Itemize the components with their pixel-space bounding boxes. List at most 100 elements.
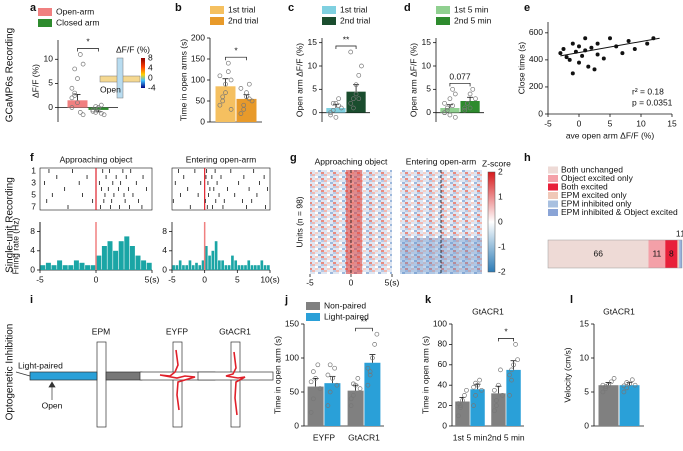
histogram-bar <box>182 265 185 270</box>
histogram-bar <box>191 265 195 270</box>
data-point <box>456 401 461 406</box>
legend-swatch <box>548 200 558 208</box>
histogram-bar <box>40 265 46 270</box>
significance-bracket <box>77 48 99 52</box>
data-point <box>507 372 512 378</box>
histogram-bar <box>224 265 228 270</box>
panel-letter: k <box>425 294 432 306</box>
data-point <box>629 377 635 383</box>
raster-frame <box>171 167 271 211</box>
data-point <box>325 372 331 378</box>
data-point <box>238 111 244 116</box>
x-tick-label: -5 <box>168 274 176 284</box>
x-tick-label: 5 <box>608 118 613 128</box>
significance-label: 0.077 <box>449 72 471 82</box>
histogram-bar <box>237 265 241 270</box>
legend-label: 2nd trial <box>228 15 258 25</box>
y-tick-label: 200 <box>191 32 205 42</box>
histogram-bar <box>178 260 182 270</box>
y-tick-label: 0 <box>294 420 299 430</box>
data-point <box>442 110 447 116</box>
histogram-bar <box>240 265 244 270</box>
histogram-bar <box>141 260 147 270</box>
data-point <box>93 104 99 109</box>
legend-swatch <box>322 17 336 25</box>
chart-title: Approaching object <box>60 154 133 164</box>
data-point <box>509 377 514 383</box>
x-tick-label: 10 <box>636 118 646 128</box>
x-tick-label: 2nd 5 min <box>487 432 525 442</box>
data-point <box>327 389 333 395</box>
y-tick-label: 4 <box>162 245 167 255</box>
data-point <box>246 96 252 102</box>
data-point <box>462 107 468 113</box>
data-point <box>595 52 600 57</box>
y-axis-label: Open arm ΔF/F (%) <box>408 43 418 117</box>
diagram-title: EYFP <box>166 326 189 336</box>
data-point <box>444 105 450 111</box>
histogram-bar <box>263 265 267 270</box>
data-point <box>96 106 101 112</box>
y-axis-label: Time in open arm (s) <box>420 336 430 414</box>
y-tick-label: 10 <box>422 60 432 70</box>
significance-label: ** <box>343 34 350 44</box>
data-point <box>632 382 638 388</box>
data-point <box>372 342 377 347</box>
data-point <box>330 107 336 113</box>
data-point <box>645 41 650 46</box>
y-tick-label: 150 <box>285 318 299 328</box>
data-point <box>621 383 627 389</box>
data-point <box>467 105 473 111</box>
heatmap-title: Entering open-arm <box>406 156 476 166</box>
legend-swatch <box>548 192 558 199</box>
y-tick-label: 60 <box>438 359 448 369</box>
y-tick-label: 8 <box>162 226 167 236</box>
data-point <box>601 56 606 61</box>
histogram-bar <box>107 241 113 270</box>
y-tick-label: 100 <box>191 74 205 84</box>
colorbar-label: Z-score <box>482 158 511 168</box>
data-label: 66 <box>594 248 604 258</box>
legend-label: 2nd 5 min <box>454 15 492 25</box>
colorbar-label: ΔF/F (%) <box>116 44 150 54</box>
data-point <box>351 105 356 111</box>
significance-bracket <box>225 56 247 61</box>
y-tick-label: 600 <box>529 27 543 37</box>
data-point <box>223 90 228 95</box>
bar-segment <box>648 240 666 268</box>
significance-label: ** <box>361 316 368 326</box>
trial-label: 3 <box>31 177 36 187</box>
data-point <box>447 96 453 102</box>
data-point <box>567 57 572 62</box>
data-point <box>462 105 468 111</box>
data-point <box>357 386 363 391</box>
data-point <box>77 110 83 115</box>
data-point <box>515 357 520 363</box>
data-point <box>69 95 75 101</box>
bar <box>215 86 236 122</box>
legend-swatch <box>210 6 224 14</box>
x-axis-label: ave open arm ΔF/F (%) <box>566 130 655 140</box>
legend-swatch <box>306 302 320 310</box>
histogram-bar <box>195 262 198 270</box>
y-tick-label: 50 <box>290 386 300 396</box>
y-tick-label: 200 <box>529 81 543 91</box>
data-point <box>308 379 314 385</box>
y-tick-label: 5 <box>312 84 317 94</box>
bar-segment <box>677 240 679 268</box>
data-point <box>462 393 467 398</box>
data-point <box>80 112 86 118</box>
colorbar-tick-label: 1 <box>498 191 503 201</box>
data-point <box>608 36 612 41</box>
data-point <box>348 49 354 55</box>
row-label: Single-unit Recording <box>5 177 16 273</box>
x-tick-label: 0 <box>202 274 207 284</box>
data-point <box>586 64 591 69</box>
legend-label: Both excited <box>561 181 608 191</box>
legend-swatch <box>436 6 450 14</box>
bar-frame <box>547 239 683 269</box>
data-point <box>327 362 333 368</box>
histogram-bar <box>73 260 79 270</box>
y-tick-label: 5 <box>426 84 431 94</box>
